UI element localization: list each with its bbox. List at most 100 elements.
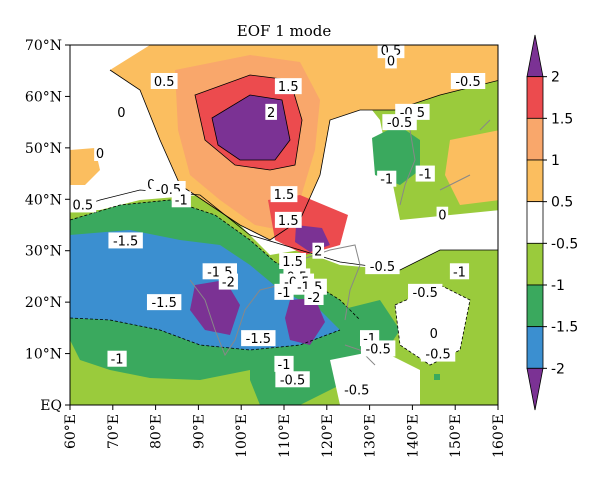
colorbar-tick-label: -1.5 <box>551 320 578 336</box>
contour-label-bg <box>115 103 128 120</box>
contour-label: -1 <box>419 168 432 183</box>
contour-label: 1.5 <box>278 80 299 95</box>
field-orange-east <box>445 130 498 205</box>
contour-label-bg <box>275 371 310 388</box>
contour-label: -1 <box>278 358 291 373</box>
contour-label-bg <box>146 294 182 311</box>
coastlines <box>189 109 491 366</box>
contour-label: -0.5 <box>387 116 412 131</box>
y-tick-label: 50°N <box>25 141 62 157</box>
colorbar-tick-label: -2 <box>551 361 565 377</box>
contour-label: 0 <box>387 54 395 69</box>
contour-label-bg <box>436 206 449 223</box>
contour-label-bg <box>377 45 405 59</box>
colorbar-tick-label: -0.5 <box>551 236 578 252</box>
contour-label-bg <box>171 191 191 208</box>
x-tick-label: 90°E <box>191 414 207 449</box>
contour-label-bg <box>265 103 277 120</box>
contour-label-bg <box>270 186 298 203</box>
colorbar-bin <box>526 326 544 369</box>
contour-line-m15 <box>70 317 341 351</box>
x-tick-label: 130°E <box>363 414 379 458</box>
x-tick-label: 120°E <box>320 414 336 458</box>
contour-label-bg <box>382 114 417 131</box>
contour-label-bg <box>218 273 238 290</box>
y-tick-label: 20°N <box>25 295 62 311</box>
contour-label: -1.5 <box>151 296 176 311</box>
x-tick-label: 100°E <box>234 414 250 458</box>
colorbar-bin <box>526 242 544 286</box>
contour-label: -0.5 <box>413 286 438 301</box>
x-tick-label: 140°E <box>405 414 421 458</box>
y-tick-label: EQ <box>40 398 62 414</box>
contour-label: -1.5 <box>246 332 271 347</box>
colorbar-extend-min <box>526 367 544 411</box>
contour-label: 2 <box>314 245 322 260</box>
colorbar-bin <box>526 201 544 244</box>
x-tick-label: 60°E <box>63 414 79 449</box>
x-tick-label: 110°E <box>277 414 293 458</box>
colorbar-tick-label: 0.5 <box>551 195 573 211</box>
colorbar-tick-label: -1 <box>551 278 565 294</box>
contour-label-bg <box>274 211 302 228</box>
field-red-south <box>268 195 348 255</box>
contour-label: -1.5 <box>113 234 138 249</box>
contour-label-bg <box>150 73 178 89</box>
contour-label: -0.5 <box>455 75 480 90</box>
contour-label: 0.5 <box>72 198 93 213</box>
contour-label-bg <box>365 258 400 275</box>
field-purple-sw <box>190 280 240 335</box>
contour-label: -1 <box>175 193 188 208</box>
contour-label: -1 <box>453 265 466 280</box>
contour-label-bg <box>94 145 106 161</box>
contour-label-bg <box>360 340 396 357</box>
contour-labels: 0.5000.51.520-0.5-11.51.5-1.521.5-1.5-20… <box>70 45 486 399</box>
contour-label-bg <box>279 253 306 269</box>
contour-label: -0.5 <box>425 348 450 363</box>
contour-label-bg <box>70 196 97 213</box>
contour-label: -0.5 <box>370 260 395 275</box>
y-tick-label: 70°N <box>25 38 62 54</box>
y-tick-label: 40°N <box>25 192 62 208</box>
contour-label-bg <box>339 381 374 398</box>
chart-title: EOF 1 mode <box>237 22 332 40</box>
y-tick-label: 30°N <box>25 244 62 260</box>
contour-label: -1 <box>278 286 291 301</box>
contour-label: -0.5 <box>365 342 390 357</box>
x-tick-label: 150°E <box>448 414 464 458</box>
contour-label: -0.5 <box>344 384 369 399</box>
x-tick-label: 160°E <box>491 414 507 458</box>
contour-label-bg <box>304 289 324 305</box>
contour-label: 0.5 <box>154 75 175 90</box>
colorbar-bin <box>526 284 544 328</box>
contour-label-bg <box>408 283 443 300</box>
contour-line-05 <box>109 69 498 241</box>
colorbar-tick-label: 2 <box>551 70 560 86</box>
contour-label-bg <box>415 165 435 182</box>
contour-line-15 <box>194 74 303 171</box>
contour-label-bg <box>274 355 294 372</box>
colorbar-bin <box>526 159 544 203</box>
field-green-japan <box>372 125 420 185</box>
contour-line-2 <box>211 94 291 161</box>
contour-label-bg <box>449 263 470 280</box>
contour-label-bg <box>377 170 397 187</box>
x-tick-label: 70°E <box>106 414 122 449</box>
contour-label-bg <box>385 52 397 69</box>
y-tick-label: 60°N <box>25 89 62 105</box>
contour-label-bg <box>420 345 456 362</box>
contour-label-bg <box>274 78 302 95</box>
y-tick-label: 10°N <box>25 347 62 363</box>
contour-field: 0.5000.51.520-0.5-11.51.5-1.521.5-1.5-20… <box>70 45 498 405</box>
contour-label: -2 <box>222 276 235 291</box>
contour-label: 1.5 <box>274 188 295 203</box>
contour-label-bg <box>107 350 127 367</box>
island-marker <box>434 374 440 380</box>
colorbar-tick-label: 1.5 <box>551 111 573 127</box>
contour-label: -1 <box>111 353 124 368</box>
colorbar-tick-label: 1 <box>551 153 560 169</box>
contour-label: 2 <box>267 106 275 121</box>
contour-label-bg <box>241 330 276 347</box>
contour-label-bg <box>428 325 440 341</box>
